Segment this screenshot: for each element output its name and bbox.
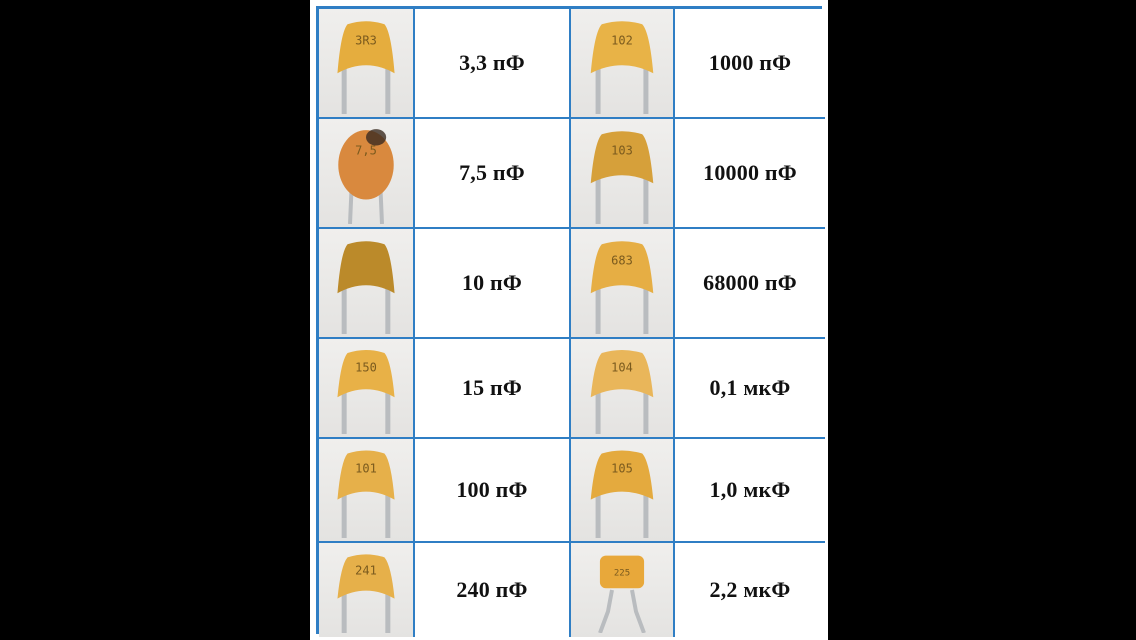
capacitor-icon: 225 [598, 555, 646, 633]
capacitor-photo [319, 229, 413, 337]
capacitor-icon: 103 [590, 131, 654, 224]
capacitance-value: 1000 пФ [708, 50, 792, 75]
capacitor-photo-cell: 102 [571, 9, 675, 119]
svg-text:225: 225 [614, 568, 630, 578]
svg-text:102: 102 [611, 34, 633, 48]
capacitance-cell: 240 пФ [415, 543, 571, 637]
svg-text:3R3: 3R3 [355, 34, 377, 48]
capacitance-value: 2,2 мкФ [709, 577, 791, 602]
capacitance-cell: 2,2 мкФ [675, 543, 825, 637]
capacitance-cell: 3,3 пФ [415, 9, 571, 119]
capacitance-cell: 7,5 пФ [415, 119, 571, 229]
capacitor-photo: 7,5 [319, 119, 413, 227]
capacitance-cell: 100 пФ [415, 439, 571, 543]
capacitor-photo-cell: 150 [319, 339, 415, 439]
capacitor-photo: 683 [571, 229, 673, 337]
capacitor-photo: 104 [571, 339, 673, 437]
capacitor-icon: 104 [590, 350, 654, 434]
capacitor-photo: 101 [319, 439, 413, 541]
capacitor-photo-cell: 104 [571, 339, 675, 439]
svg-text:105: 105 [611, 462, 633, 476]
svg-text:101: 101 [355, 462, 377, 476]
capacitance-value: 100 пФ [456, 477, 528, 502]
capacitance-cell: 68000 пФ [675, 229, 825, 339]
capacitance-cell: 15 пФ [415, 339, 571, 439]
capacitor-photo-cell: 103 [571, 119, 675, 229]
capacitance-cell: 1,0 мкФ [675, 439, 825, 543]
svg-text:104: 104 [611, 360, 633, 374]
capacitor-icon [337, 241, 395, 334]
capacitor-icon: 105 [590, 450, 654, 538]
capacitor-photo: 105 [571, 439, 673, 541]
capacitance-value: 10 пФ [461, 270, 523, 295]
capacitor-photo-cell: 241 [319, 543, 415, 637]
svg-text:150: 150 [355, 360, 377, 374]
capacitance-value: 1,0 мкФ [709, 477, 791, 502]
svg-text:683: 683 [611, 254, 633, 268]
capacitance-cell: 10000 пФ [675, 119, 825, 229]
capacitance-value: 10000 пФ [703, 160, 797, 185]
capacitor-photo: 150 [319, 339, 413, 437]
capacitor-photo-cell [319, 229, 415, 339]
capacitor-icon: 241 [337, 554, 395, 633]
capacitor-photo-cell: 101 [319, 439, 415, 543]
capacitance-value: 15 пФ [461, 375, 523, 400]
svg-text:7,5: 7,5 [355, 144, 377, 158]
capacitor-photo: 241 [319, 543, 413, 637]
capacitance-value: 7,5 пФ [459, 160, 525, 185]
capacitor-photo-cell: 683 [571, 229, 675, 339]
capacitance-value: 3,3 пФ [459, 50, 525, 75]
capacitor-photo: 102 [571, 9, 673, 117]
capacitor-photo-cell: 3R3 [319, 9, 415, 119]
capacitance-cell: 1000 пФ [675, 9, 825, 119]
capacitance-cell: 10 пФ [415, 229, 571, 339]
capacitor-icon: 7,5 [338, 129, 394, 224]
svg-text:241: 241 [355, 564, 377, 578]
capacitor-icon: 102 [590, 21, 654, 114]
capacitor-photo-cell: 7,5 [319, 119, 415, 229]
capacitor-photo: 103 [571, 119, 673, 227]
capacitor-photo: 3R3 [319, 9, 413, 117]
capacitor-icon: 683 [590, 241, 654, 334]
capacitor-photo-cell: 105 [571, 439, 675, 543]
capacitor-photo-cell: 225 [571, 543, 675, 637]
capacitance-value: 240 пФ [456, 577, 528, 602]
capacitance-cell: 0,1 мкФ [675, 339, 825, 439]
capacitance-value: 0,1 мкФ [709, 375, 791, 400]
svg-text:103: 103 [611, 144, 633, 158]
capacitance-value: 68000 пФ [703, 270, 797, 295]
capacitor-icon: 3R3 [337, 21, 395, 114]
capacitor-icon: 150 [337, 350, 395, 434]
capacitor-icon: 101 [337, 450, 395, 538]
capacitor-photo: 225 [571, 543, 673, 637]
capacitor-table: 3R3 3,3 пФ 102 1000 пФ 7,5 7,5 пФ 103 10000 пФ 1… [316, 6, 825, 637]
